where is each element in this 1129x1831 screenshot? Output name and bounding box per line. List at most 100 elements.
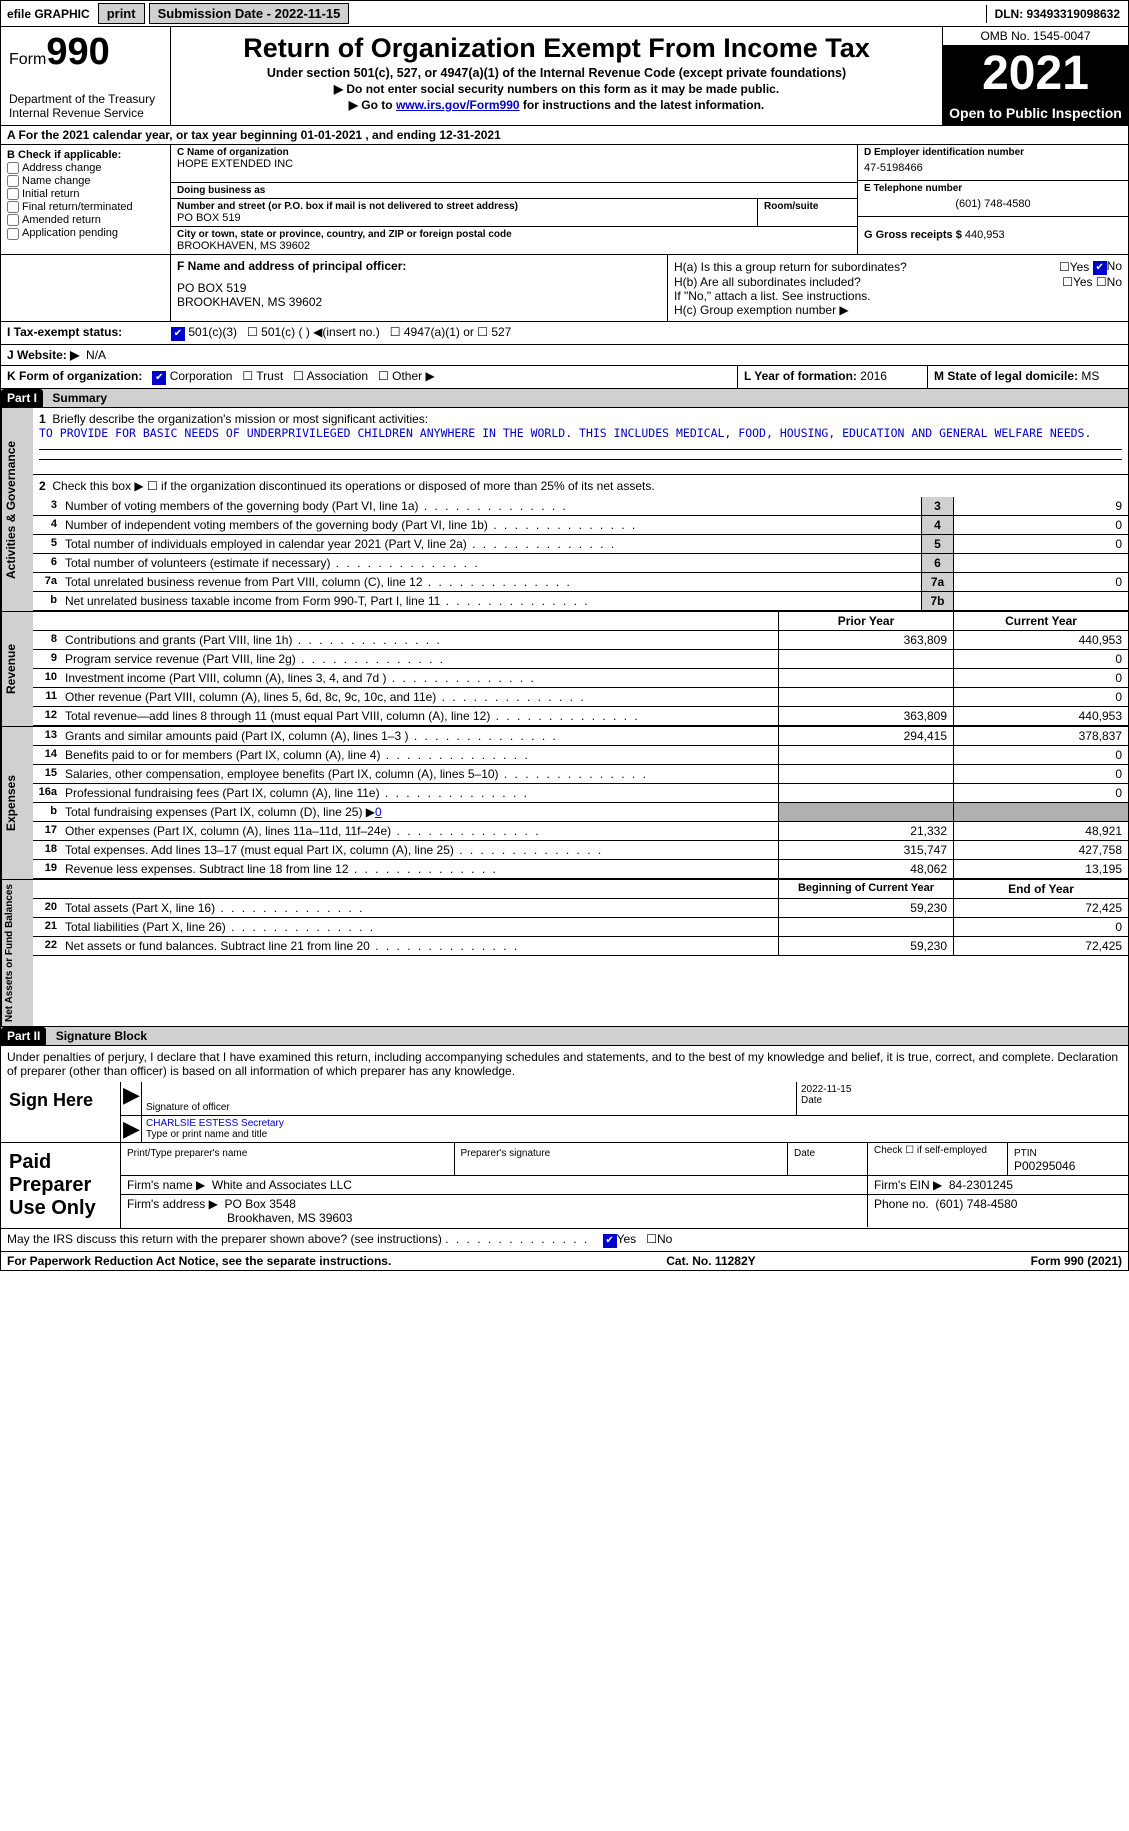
- na-rows: 20 Total assets (Part X, line 16) 59,230…: [33, 899, 1128, 956]
- k-trust[interactable]: ☐ Trust: [242, 369, 283, 383]
- dots: [445, 1232, 589, 1246]
- section-bcde: B Check if applicable: Address change Na…: [0, 145, 1129, 254]
- f-addr1: PO BOX 519: [177, 281, 661, 295]
- prior-val: 363,809: [778, 707, 953, 725]
- header-left: Form990 Department of the Treasury Inter…: [1, 27, 171, 125]
- footer-right: Form 990 (2021): [1031, 1254, 1122, 1268]
- ha-row: H(a) Is this a group return for subordin…: [674, 259, 1122, 275]
- table-row: 16a Professional fundraising fees (Part …: [33, 784, 1128, 803]
- part1-expenses: Expenses 13 Grants and similar amounts p…: [0, 727, 1129, 880]
- header-right: OMB No. 1545-0047 2021 Open to Public In…: [943, 27, 1128, 125]
- section-b-heading: B Check if applicable:: [7, 149, 164, 161]
- gross-value: 440,953: [965, 229, 1005, 241]
- ag-body: 1 Briefly describe the organization's mi…: [33, 408, 1128, 611]
- officer-name-cell: CHARLSIE ESTESS Secretary Type or print …: [141, 1116, 1128, 1142]
- exp-rows: 13 Grants and similar amounts paid (Part…: [33, 727, 1128, 803]
- street-value: PO BOX 519: [177, 212, 751, 224]
- check-address-change[interactable]: Address change: [7, 162, 164, 174]
- mission-block: 1 Briefly describe the organization's mi…: [33, 408, 1128, 475]
- ag-rows: 3 Number of voting members of the govern…: [33, 497, 1128, 611]
- irs-link[interactable]: www.irs.gov/Form990: [396, 98, 520, 112]
- i-527[interactable]: ☐ 527: [477, 325, 511, 341]
- room-label: Room/suite: [764, 201, 851, 212]
- discuss-no[interactable]: ☐No: [646, 1232, 672, 1246]
- hb-no[interactable]: ☐No: [1096, 275, 1122, 289]
- row-desc: Salaries, other compensation, employee b…: [61, 765, 778, 783]
- prior-val: [778, 784, 953, 802]
- submission-date-button[interactable]: Submission Date - 2022-11-15: [149, 3, 350, 24]
- na-header: Beginning of Current Year End of Year: [33, 880, 1128, 899]
- firm-ein-value: 84-2301245: [949, 1178, 1013, 1192]
- dba-box: Doing business as: [171, 183, 858, 199]
- check-label: Address change: [22, 162, 102, 174]
- part1-revenue: Revenue Prior Year Current Year 8 Contri…: [0, 612, 1129, 727]
- row-desc: Total number of individuals employed in …: [61, 535, 921, 553]
- firm-addr-label: Firm's address ▶: [127, 1197, 218, 1211]
- check-initial-return[interactable]: Initial return: [7, 188, 164, 200]
- firm-city: Brookhaven, MS 39603: [127, 1211, 352, 1225]
- ein-label: D Employer identification number: [864, 147, 1122, 158]
- prior-val: 315,747: [778, 841, 953, 859]
- ein-value: 47-5198466: [864, 158, 1122, 178]
- m-value: MS: [1081, 369, 1099, 383]
- street-label: Number and street (or P.O. box if mail i…: [177, 201, 751, 212]
- check-label: Name change: [22, 175, 91, 187]
- may-discuss-text: May the IRS discuss this return with the…: [7, 1232, 442, 1246]
- row-desc: Contributions and grants (Part VIII, lin…: [61, 631, 778, 649]
- table-row: 8 Contributions and grants (Part VIII, l…: [33, 631, 1128, 650]
- check-self-emp[interactable]: Check ☐ if self-employed: [868, 1143, 1008, 1175]
- k-corp[interactable]: ✔ Corporation: [152, 369, 232, 383]
- section-fh: F Name and address of principal officer:…: [0, 254, 1129, 321]
- row-desc: Other revenue (Part VIII, column (A), li…: [61, 688, 778, 706]
- prep-row3: Firm's address ▶ PO Box 3548 Brookhaven,…: [121, 1195, 1128, 1227]
- mission-text: TO PROVIDE FOR BASIC NEEDS OF UNDERPRIVI…: [39, 426, 1091, 440]
- j-label: J Website: ▶: [7, 348, 79, 362]
- row-num: 4: [33, 516, 61, 534]
- hb-label: H(b) Are all subordinates included?: [674, 275, 1062, 289]
- check-app-pending[interactable]: Application pending: [7, 227, 164, 239]
- table-row: 15 Salaries, other compensation, employe…: [33, 765, 1128, 784]
- current-val: 0: [953, 650, 1128, 668]
- ha-yes[interactable]: ☐Yes: [1059, 260, 1089, 274]
- i-501c3[interactable]: ✔ 501(c)(3): [171, 325, 237, 341]
- table-row: 3 Number of voting members of the govern…: [33, 497, 1128, 516]
- prior-val: [778, 765, 953, 783]
- firm-name-label: Firm's name ▶: [127, 1178, 205, 1192]
- phone-label: E Telephone number: [864, 183, 1122, 194]
- row-box: 4: [921, 516, 953, 534]
- ein-box: D Employer identification number 47-5198…: [858, 145, 1128, 181]
- prep-date-label: Date: [794, 1148, 815, 1159]
- check-label: Amended return: [22, 214, 101, 226]
- i-4947[interactable]: ☐ 4947(a)(1) or: [390, 325, 474, 341]
- part2-title: Signature Block: [50, 1027, 153, 1045]
- row-desc: Net unrelated business taxable income fr…: [61, 592, 921, 610]
- row-desc: Program service revenue (Part VIII, line…: [61, 650, 778, 668]
- row-num: 18: [33, 841, 61, 859]
- ptin-cell: PTIN P00295046: [1008, 1143, 1128, 1175]
- prior-val: 294,415: [778, 727, 953, 745]
- col-beg: Beginning of Current Year: [778, 880, 953, 898]
- room-box: Room/suite: [758, 199, 858, 227]
- check-final-return[interactable]: Final return/terminated: [7, 201, 164, 213]
- row-num: 19: [33, 860, 61, 878]
- current-val: 0: [953, 918, 1128, 936]
- f-label: F Name and address of principal officer:: [177, 259, 661, 273]
- discuss-yes[interactable]: ✔Yes: [603, 1232, 637, 1246]
- ha-no[interactable]: ✔No: [1093, 259, 1122, 275]
- efile-label: efile GRAPHIC: [1, 5, 96, 23]
- d16b: Total fundraising expenses (Part IX, col…: [61, 803, 778, 821]
- may-discuss-row: May the IRS discuss this return with the…: [0, 1229, 1129, 1252]
- check-label: Initial return: [22, 188, 79, 200]
- print-button[interactable]: print: [98, 3, 145, 24]
- hb-yes[interactable]: ☐Yes: [1062, 275, 1092, 289]
- row-i: I Tax-exempt status: ✔ 501(c)(3) ☐ 501(c…: [0, 321, 1129, 344]
- footer-left: For Paperwork Reduction Act Notice, see …: [7, 1254, 391, 1268]
- check-amended[interactable]: Amended return: [7, 214, 164, 226]
- k-other[interactable]: ☐ Other ▶: [378, 369, 435, 383]
- row-val: 0: [953, 573, 1128, 591]
- city-value: BROOKHAVEN, MS 39602: [177, 240, 851, 252]
- check-name-change[interactable]: Name change: [7, 175, 164, 187]
- row-desc: Professional fundraising fees (Part IX, …: [61, 784, 778, 802]
- i-501c[interactable]: ☐ 501(c) ( ) ◀(insert no.): [247, 325, 380, 341]
- k-assoc[interactable]: ☐ Association: [293, 369, 368, 383]
